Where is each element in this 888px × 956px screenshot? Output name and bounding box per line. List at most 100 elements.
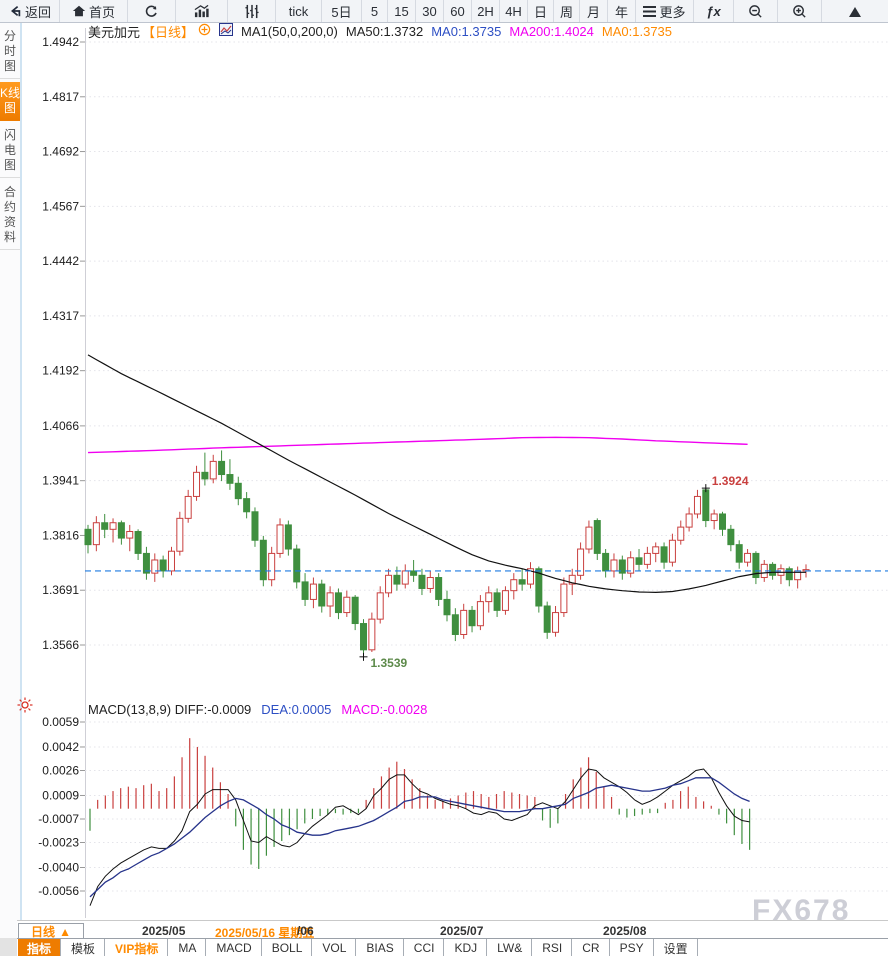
tab-templates[interactable]: 模板 [61, 939, 106, 956]
tab-rsi[interactable]: RSI [532, 939, 573, 956]
sidebar-item-contract-info[interactable]: 合约资料 [0, 181, 20, 250]
period-tick-button[interactable]: tick [276, 0, 322, 22]
svg-text:-0.0040: -0.0040 [38, 860, 79, 874]
period-15m-button[interactable]: 15 [388, 0, 416, 22]
tab-vol[interactable]: VOL [312, 939, 357, 956]
tab-lwr[interactable]: LW& [487, 939, 533, 956]
ma200-line [87, 436, 748, 454]
tick-label: tick [288, 3, 309, 19]
trend-chart-icon [193, 4, 210, 19]
period-15m-label: 15 [394, 3, 409, 19]
sidebar-item-lightning-chart[interactable]: 闪电图 [0, 124, 20, 178]
top-toolbar: 返回 首页 tick 5日 5 15 30 60 2H 4H 日 周 月 年 更… [0, 0, 888, 23]
flag-icon [847, 4, 863, 18]
add-circle-icon[interactable] [198, 23, 211, 39]
tab-macd[interactable]: MACD [206, 939, 262, 956]
price-pane-header: 美元加元 【日线】 MA1(50,0,200,0) MA50:1.3732 MA… [88, 23, 673, 40]
period-5m-button[interactable]: 5 [362, 0, 388, 22]
chevron-up-icon: ▲ [59, 924, 71, 939]
sidebar-item-kline-chart[interactable]: K线图 [0, 82, 20, 121]
sidebar-item-time-chart[interactable]: 分时图 [0, 25, 20, 79]
ma200-value: MA200:1.4024 [509, 23, 594, 39]
period-tag[interactable]: 【日线】 [142, 24, 195, 40]
svg-text:1.3941: 1.3941 [42, 474, 79, 488]
tab-cr[interactable]: CR [572, 939, 610, 956]
period-selector-label: 日线 [31, 925, 56, 939]
svg-text:0.0059: 0.0059 [42, 715, 79, 729]
macd-macd-value: MACD:-0.0028 [341, 702, 428, 717]
macd-diff-line [89, 768, 750, 906]
x-axis-row: 日线 ▲ 2025/05 2025/05/16 星期五 /06 2025/07 … [17, 920, 888, 940]
ma0-blue-value: MA0:1.3735 [431, 23, 502, 39]
x-tick-august: 2025/08 [603, 924, 647, 938]
macd-dea-line [89, 777, 750, 898]
period-5d-button[interactable]: 5日 [322, 0, 362, 22]
period-2h-label: 2H [477, 3, 494, 19]
period-30m-button[interactable]: 30 [416, 0, 444, 22]
svg-text:-0.0023: -0.0023 [38, 836, 79, 850]
svg-text:1.3816: 1.3816 [42, 528, 79, 542]
flag-tool-button[interactable] [822, 0, 888, 22]
tab-bias[interactable]: BIAS [356, 939, 404, 956]
menu-bars-icon [643, 5, 657, 17]
macd-title: MACD(13,8,9) DIFF:-0.0009 [88, 702, 252, 717]
mini-chart-icon[interactable] [219, 23, 234, 39]
tab-indicators[interactable]: 指标 [17, 939, 62, 956]
macd-dea-value: DEA:0.0005 [261, 702, 332, 717]
period-2h-button[interactable]: 2H [472, 0, 500, 22]
svg-text:0.0042: 0.0042 [42, 740, 79, 754]
refresh-button[interactable] [128, 0, 176, 22]
formula-button[interactable]: ƒx [694, 0, 734, 22]
svg-text:0.0009: 0.0009 [42, 788, 79, 802]
bottom-left-corner [0, 938, 17, 956]
back-arrow-icon [8, 4, 22, 18]
more-button[interactable]: 更多 [636, 0, 694, 22]
home-button[interactable]: 首页 [60, 0, 128, 22]
period-60m-label: 60 [450, 3, 465, 19]
svg-text:1.3924: 1.3924 [712, 474, 749, 488]
svg-text:1.4317: 1.4317 [42, 309, 79, 323]
period-selector[interactable]: 日线 ▲ [18, 923, 84, 940]
zoom-in-icon [792, 4, 807, 19]
candles [84, 450, 810, 657]
tab-vip-indicators[interactable]: VIP指标 [105, 939, 169, 956]
period-60m-button[interactable]: 60 [444, 0, 472, 22]
period-day-button[interactable]: 日 [528, 0, 554, 22]
indicator-settings-sun-icon[interactable] [17, 697, 33, 713]
back-label: 返回 [24, 4, 51, 20]
ma50-line [87, 354, 806, 594]
tab-kdj[interactable]: KDJ [444, 939, 488, 956]
period-5d-label: 5日 [331, 4, 352, 20]
period-4h-label: 4H [505, 3, 522, 19]
tab-boll[interactable]: BOLL [261, 939, 313, 956]
svg-text:1.4692: 1.4692 [42, 145, 79, 159]
svg-text:1.4192: 1.4192 [42, 364, 79, 378]
home-icon [72, 4, 86, 18]
tab-settings[interactable]: 设置 [653, 939, 698, 956]
period-4h-button[interactable]: 4H [500, 0, 528, 22]
macd-pane-header: MACD(13,8,9) DIFF:-0.0009 DEA:0.0005 MAC… [88, 702, 427, 717]
period-week-button[interactable]: 周 [554, 0, 580, 22]
svg-text:1.4942: 1.4942 [42, 35, 79, 49]
x-tick-july: 2025/07 [440, 924, 484, 938]
home-label: 首页 [88, 4, 115, 20]
refresh-icon [144, 4, 159, 19]
svg-text:1.3566: 1.3566 [42, 638, 79, 652]
period-year-button[interactable]: 年 [608, 0, 636, 22]
trend-chart-button[interactable] [176, 0, 228, 22]
period-month-button[interactable]: 月 [580, 0, 608, 22]
zoom-out-button[interactable] [734, 0, 778, 22]
period-day-label: 日 [533, 4, 547, 20]
period-week-label: 周 [559, 4, 573, 20]
back-button[interactable]: 返回 [0, 0, 60, 22]
tab-cci[interactable]: CCI [403, 939, 445, 956]
tab-psy[interactable]: PSY [609, 939, 654, 956]
ma0-orange-value: MA0:1.3735 [601, 23, 673, 39]
candle-chart-button[interactable] [228, 0, 276, 22]
tab-ma[interactable]: MA [168, 939, 207, 956]
zoom-in-button[interactable] [778, 0, 822, 22]
x-tick-may: 2025/05 [142, 924, 186, 938]
svg-text:1.3539: 1.3539 [371, 656, 408, 670]
ma50-value: MA50:1.3732 [345, 23, 424, 39]
